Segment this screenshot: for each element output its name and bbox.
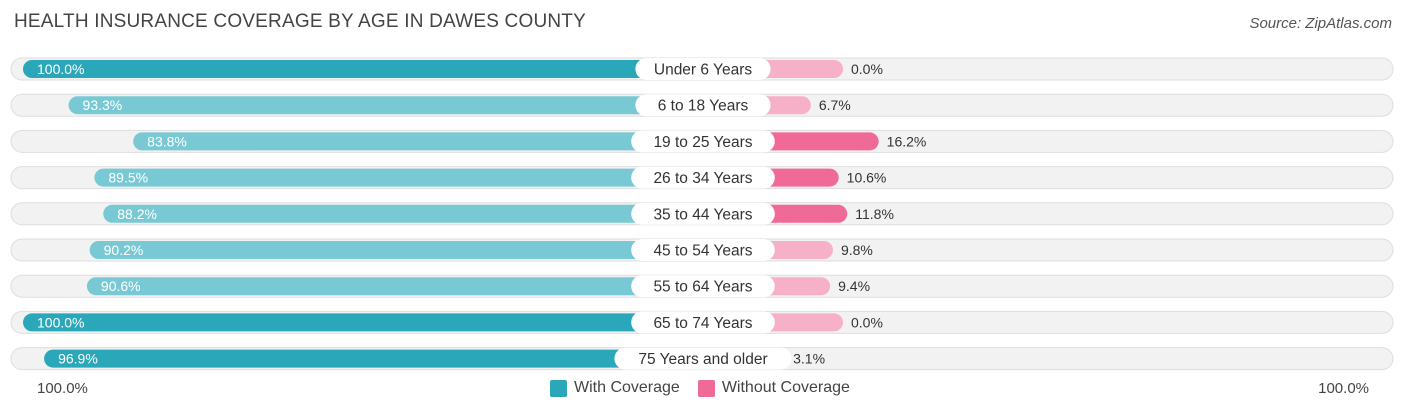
category-label-bg: [614, 347, 792, 370]
category-label: 45 to 54 Years: [653, 243, 752, 260]
value-label-without-coverage: 9.8%: [841, 242, 873, 258]
legend-item-with-coverage[interactable]: With Coverage: [550, 379, 680, 397]
value-label-without-coverage: 0.0%: [851, 314, 883, 330]
value-label-with-coverage: 89.5%: [108, 170, 148, 186]
value-label-without-coverage: 16.2%: [887, 133, 927, 149]
value-label-with-coverage: 100.0%: [37, 314, 84, 330]
bar-with-coverage[interactable]: [44, 349, 703, 368]
legend-label-with-coverage: With Coverage: [574, 379, 680, 396]
category-label-bg: [631, 275, 775, 298]
bar-with-coverage[interactable]: [23, 60, 703, 78]
category-label-bg: [631, 130, 775, 153]
value-label-with-coverage: 96.9%: [58, 351, 98, 367]
value-label-without-coverage: 11.8%: [855, 206, 894, 222]
value-label-without-coverage: 6.7%: [819, 97, 851, 113]
category-label: 19 to 25 Years: [653, 134, 752, 151]
legend-swatch-with-coverage: [550, 379, 567, 397]
legend-label-without-coverage: Without Coverage: [721, 379, 850, 396]
legend-item-without-coverage[interactable]: Without Coverage: [697, 379, 850, 397]
category-label: Under 6 Years: [654, 62, 752, 79]
value-label-with-coverage: 93.3%: [83, 97, 123, 113]
category-label: 26 to 34 Years: [653, 170, 752, 187]
category-label-bg: [631, 166, 775, 189]
bar-with-coverage[interactable]: [103, 204, 704, 223]
category-label: 35 to 44 Years: [653, 206, 752, 223]
bar-with-coverage[interactable]: [68, 96, 703, 115]
source-label: Source: ZipAtlas.com: [1249, 15, 1392, 32]
value-label-with-coverage: 83.8%: [147, 133, 187, 149]
bar-with-coverage[interactable]: [86, 277, 704, 296]
category-label: 65 to 74 Years: [653, 315, 752, 332]
axis-label-left: 100.0%: [37, 380, 88, 397]
category-label-bg: [635, 58, 771, 80]
chart-title: HEALTH INSURANCE COVERAGE BY AGE IN DAWE…: [14, 11, 586, 32]
axis-label-right: 100.0%: [1318, 380, 1369, 397]
bar-with-coverage[interactable]: [23, 313, 703, 332]
bar-with-coverage[interactable]: [133, 132, 703, 151]
value-label-without-coverage: 10.6%: [847, 170, 887, 186]
bar-with-coverage[interactable]: [94, 168, 703, 187]
category-label-bg: [631, 202, 775, 225]
value-label-with-coverage: 88.2%: [117, 206, 157, 222]
category-label: 75 Years and older: [638, 351, 767, 368]
value-label-without-coverage: 3.1%: [793, 351, 825, 367]
value-label-with-coverage: 90.2%: [104, 242, 144, 258]
category-label-bg: [631, 239, 775, 261]
value-label-with-coverage: 100.0%: [37, 61, 84, 77]
category-label-bg: [631, 311, 775, 334]
bar-with-coverage[interactable]: [89, 241, 703, 259]
legend: With Coverage Without Coverage: [550, 379, 850, 397]
value-label-with-coverage: 90.6%: [101, 278, 141, 294]
value-label-without-coverage: 0.0%: [851, 61, 883, 77]
value-label-without-coverage: 9.4%: [838, 278, 870, 294]
category-label: 6 to 18 Years: [658, 98, 749, 115]
legend-swatch-without-coverage: [697, 379, 715, 397]
category-label-bg: [635, 94, 771, 117]
category-label: 55 to 64 Years: [653, 279, 752, 296]
